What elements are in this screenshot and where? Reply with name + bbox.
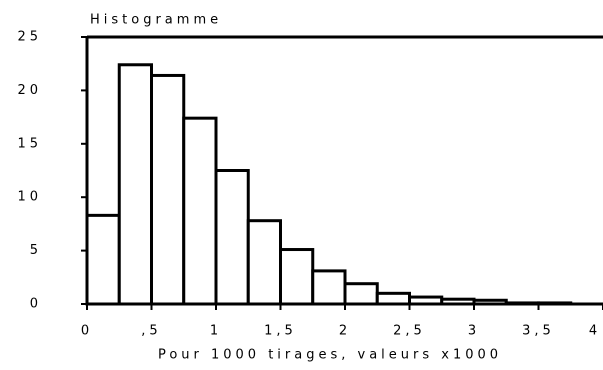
bar bbox=[375, 291, 411, 306]
bar bbox=[279, 248, 315, 306]
bar bbox=[117, 63, 153, 306]
chart-title: Histogramme bbox=[90, 13, 222, 28]
x-tick-label: 1 bbox=[210, 324, 222, 339]
x-tick-label: 3 bbox=[468, 324, 480, 339]
y-tick-label: 10 bbox=[17, 190, 42, 205]
y-tick-label: 25 bbox=[17, 30, 42, 45]
x-tick-label: 3,5 bbox=[522, 324, 555, 339]
bar bbox=[214, 169, 250, 306]
y-tick-label: 20 bbox=[17, 83, 42, 98]
bar bbox=[182, 116, 218, 306]
x-tick-label: 1,5 bbox=[264, 324, 297, 339]
x-tick-label: 2,5 bbox=[393, 324, 426, 339]
y-tick-label: 5 bbox=[30, 243, 42, 258]
bar bbox=[343, 282, 379, 306]
y-tick-label: 15 bbox=[17, 136, 42, 151]
bar bbox=[246, 219, 282, 306]
x-tick-label: 4 bbox=[589, 324, 601, 339]
y-tick-label: 0 bbox=[30, 297, 42, 312]
bar bbox=[150, 73, 186, 306]
bar bbox=[311, 269, 347, 306]
x-axis-label: Pour 1000 tirages, valeurs x1000 bbox=[158, 348, 502, 363]
bar bbox=[85, 213, 121, 306]
x-tick-label: 2 bbox=[339, 324, 351, 339]
x-tick-label: 0 bbox=[81, 324, 93, 339]
x-tick-label: ,5 bbox=[141, 324, 161, 339]
